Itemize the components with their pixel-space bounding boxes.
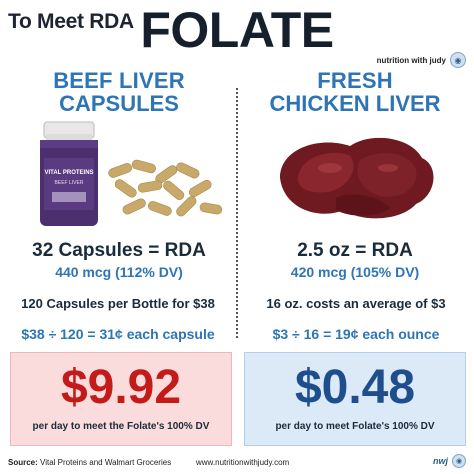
right-cost-line: 16 oz. costs an average of $3 <box>266 296 446 311</box>
right-price-box: $0.48 per day to meet Folate's 100% DV <box>244 352 466 446</box>
right-rda-sub: 420 mcg (105% DV) <box>290 264 420 280</box>
chicken-liver-image <box>240 118 470 230</box>
footer: Source: Vital Proteins and Walmart Groce… <box>0 452 474 474</box>
right-title-line2: CHICKEN LIVER <box>269 91 441 116</box>
bottle-and-capsules-icon: VITAL PROTEINS BEEF LIVER <box>40 121 223 226</box>
left-title-line1: BEEF LIVER <box>53 68 185 93</box>
right-column-title: FRESH CHICKEN LIVER <box>240 70 470 116</box>
bottle-label-brand: VITAL PROTEINS <box>44 170 93 176</box>
left-price: $9.92 <box>60 361 182 414</box>
brand-logo-icon: ◉ <box>450 52 466 68</box>
chicken-liver-icon <box>280 137 434 219</box>
footer-brand: nwj ◉ <box>433 454 466 468</box>
footer-source-label: Source: <box>8 458 38 467</box>
left-title-line2: CAPSULES <box>59 91 179 116</box>
left-price-box: $9.92 per day to meet the Folate's 100% … <box>10 352 232 446</box>
left-column-title: BEEF LIVER CAPSULES <box>4 70 234 116</box>
footer-url: www.nutritionwithjudy.com <box>196 458 290 467</box>
left-calc-line: $38 ÷ 120 = 31¢ each capsule <box>21 326 215 342</box>
main-title: FOLATE <box>140 2 334 58</box>
capsule-bottle-image: VITAL PROTEINS BEEF LIVER <box>4 118 234 230</box>
footer-brand-icon: ◉ <box>452 454 466 468</box>
bottle-label-product: BEEF LIVER <box>55 180 84 186</box>
right-rda: 2.5 oz = RDA <box>297 240 413 261</box>
left-price-note: per day to meet the Folate's 100% DV <box>32 421 210 432</box>
brand-mark: nutrition with judy ◉ <box>377 52 466 68</box>
left-cost-line: 120 Capsules per Bottle for $38 <box>21 296 215 311</box>
left-rda: 32 Capsules = RDA <box>32 240 206 261</box>
right-price-note: per day to meet Folate's 100% DV <box>275 421 435 432</box>
column-divider <box>236 88 238 338</box>
footer-source: Source: Vital Proteins and Walmart Groce… <box>8 458 171 467</box>
kicker-text: To Meet RDA <box>8 10 134 33</box>
right-price: $0.48 <box>294 361 416 414</box>
right-title-line1: FRESH <box>317 68 393 93</box>
footer-logo-text: nwj <box>433 456 448 466</box>
footer-source-text: Vital Proteins and Walmart Groceries <box>40 458 172 467</box>
left-rda-sub: 440 mcg (112% DV) <box>55 264 183 280</box>
right-calc-line: $3 ÷ 16 = 19¢ each ounce <box>272 326 440 342</box>
brand-text: nutrition with judy <box>376 55 446 65</box>
